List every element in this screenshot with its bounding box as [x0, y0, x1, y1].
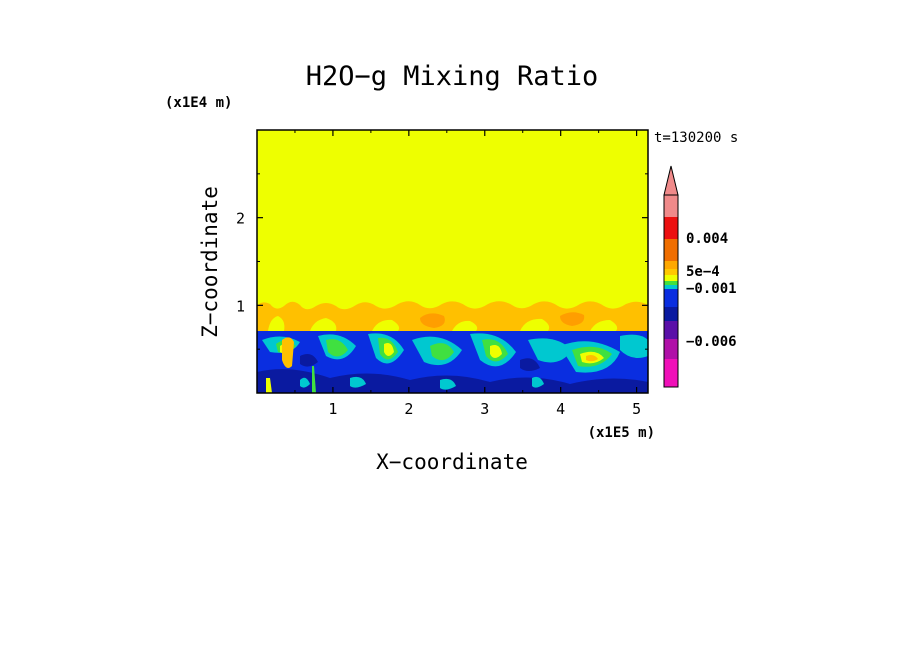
- colorbar-tick-label: 5e−4: [686, 264, 720, 280]
- colorbar: [663, 165, 679, 388]
- y-tick-label: 2: [236, 210, 245, 228]
- colorbar-frame: [663, 194, 679, 388]
- y-axis: 12: [236, 173, 648, 350]
- y-scale-label: (x1E4 m): [165, 95, 232, 111]
- colorbar-labels: 0.004 5e−4−0.001 −0.006: [686, 231, 737, 350]
- colorbar-level: [664, 217, 678, 239]
- colorbar-level: [664, 359, 678, 387]
- colorbar-level: [664, 281, 678, 285]
- chart-title: H2O−g Mixing Ratio: [306, 61, 599, 92]
- colorbar-tick-label: −0.001: [686, 281, 737, 297]
- x-tick-label: 5: [632, 400, 641, 418]
- y-axis-label: Z−coordinate: [198, 186, 222, 338]
- y-tick-label: 1: [236, 297, 245, 315]
- x-axis-label: X−coordinate: [376, 450, 528, 474]
- colorbar-level: [664, 339, 678, 359]
- lower-layer: [257, 331, 648, 393]
- contour-field: [256, 129, 649, 394]
- colorbar-level: [664, 269, 678, 275]
- transition-layer: [257, 301, 648, 331]
- x-tick-label: 1: [328, 400, 337, 418]
- x-tick-label: 2: [404, 400, 413, 418]
- colorbar-level: [664, 289, 678, 307]
- colorbar-tick-label: 0.004: [686, 231, 728, 247]
- colorbar-level: [664, 307, 678, 321]
- time-label: t=130200 s: [654, 130, 738, 146]
- colorbar-level: [664, 195, 678, 217]
- x-axis: 1 2 3 4 5: [294, 130, 641, 418]
- x-tick-label: 4: [556, 400, 565, 418]
- colorbar-level: [664, 261, 678, 269]
- colorbar-tick-label: −0.006: [686, 334, 737, 350]
- colorbar-level: [664, 275, 678, 281]
- colorbar-level: [664, 321, 678, 339]
- colorbar-level: [664, 285, 678, 289]
- colorbar-level: [664, 239, 678, 261]
- colorbar-extend-arrow: [663, 165, 679, 196]
- x-scale-label: (x1E5 m): [588, 425, 655, 441]
- x-tick-label: 3: [480, 400, 489, 418]
